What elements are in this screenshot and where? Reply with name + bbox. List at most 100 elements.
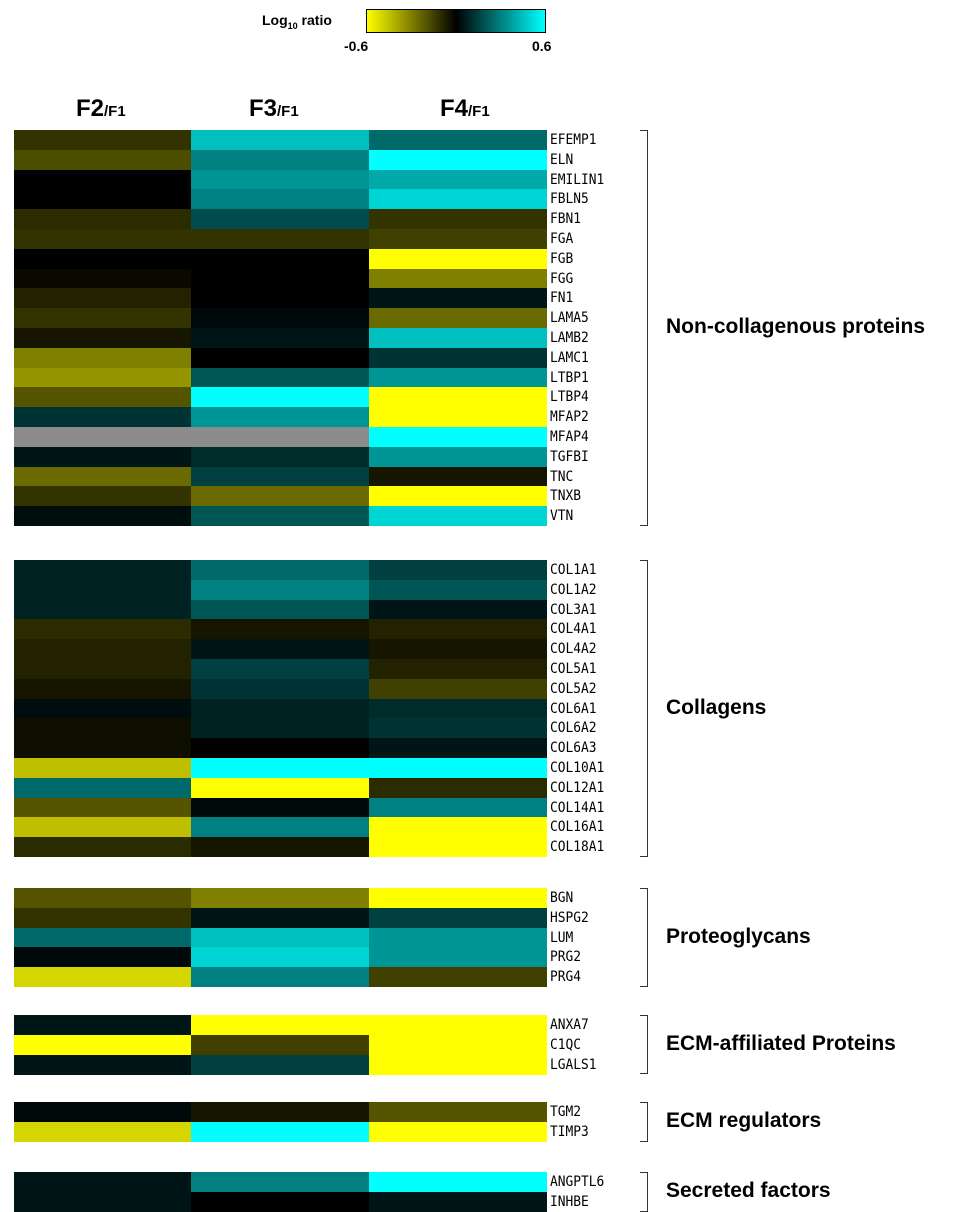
heatmap-cell [191, 1102, 369, 1123]
heatmap-cell [369, 1054, 547, 1075]
heatmap-cell [14, 248, 191, 270]
heatmap-cell [369, 1102, 547, 1123]
heatmap-cell [14, 718, 191, 739]
heatmap-cell [14, 407, 191, 428]
column-header-f2: F2/F1 [76, 95, 126, 122]
heatmap-cell [14, 466, 191, 487]
heatmap-cell [14, 446, 191, 468]
heatmap-cell [369, 427, 547, 448]
gene-label: FGA [550, 231, 574, 247]
heatmap-cell [369, 947, 547, 968]
group-bracket [640, 888, 648, 987]
gene-label: COL3A1 [550, 601, 597, 618]
heatmap-cell [14, 209, 191, 230]
gene-label: HSPG2 [550, 909, 589, 926]
heatmap-cell [14, 1172, 191, 1193]
gene-label: COL1A2 [550, 581, 597, 598]
heatmap-cell [191, 718, 369, 739]
gene-label: COL5A1 [550, 661, 597, 677]
heatmap-cell [369, 777, 547, 799]
heatmap-cell [14, 1102, 191, 1123]
heatmap-cell [191, 328, 369, 349]
gene-label: COL6A3 [550, 740, 597, 757]
heatmap-cell [191, 367, 369, 388]
heatmap-cell [14, 387, 191, 408]
heatmap-cell [14, 579, 191, 601]
gene-label: FBLN5 [550, 191, 589, 208]
heatmap-cell [14, 619, 191, 640]
gene-label: INHBE [550, 1193, 589, 1210]
heatmap-cell [14, 506, 191, 527]
heatmap-cell [369, 837, 547, 858]
heatmap-cell [14, 1121, 191, 1143]
heatmap-cell [14, 1015, 191, 1036]
gene-label: FGG [550, 270, 574, 287]
heatmap-cell [191, 639, 369, 660]
heatmap-cell [369, 718, 547, 739]
gene-label: EFEMP1 [550, 132, 597, 148]
heatmap-cell [191, 907, 369, 929]
heatmap-cell [14, 817, 191, 838]
heatmap-cell [14, 288, 191, 309]
gene-label: COL16A1 [550, 819, 605, 836]
gene-label: ANXA7 [550, 1017, 589, 1033]
heatmap-cell [191, 797, 369, 818]
heatmap-cell [14, 328, 191, 349]
heatmap-cell [191, 1034, 369, 1056]
heatmap-cell [369, 817, 547, 838]
heatmap-cell [14, 560, 191, 581]
legend-min-label: -0.6 [344, 38, 369, 54]
group-label: Proteoglycans [666, 924, 811, 948]
heatmap-cell [191, 817, 369, 838]
group-label: ECM-affiliated Proteins [666, 1031, 896, 1055]
heatmap-cell [191, 486, 369, 507]
gene-label: COL6A2 [550, 720, 597, 737]
heatmap-cell [369, 268, 547, 289]
heatmap-cell [191, 599, 369, 620]
gene-label: BGN [550, 890, 574, 906]
heatmap-cell [14, 189, 191, 210]
gene-label: LGALS1 [550, 1056, 597, 1073]
gene-label: TNXB [550, 488, 582, 505]
heatmap-cell [191, 308, 369, 329]
legend-color-bar [366, 9, 546, 33]
heatmap-cell [369, 758, 547, 779]
heatmap-cell [191, 678, 369, 700]
heatmap-cell [369, 560, 547, 581]
heatmap-cell [369, 599, 547, 620]
heatmap-cell [191, 738, 369, 759]
heatmap-cell [369, 619, 547, 640]
heatmap-cell [369, 1034, 547, 1056]
heatmap-cell [191, 947, 369, 968]
heatmap-cell [369, 367, 547, 388]
gene-label: LAMC1 [550, 349, 589, 366]
gene-label: ELN [550, 151, 574, 168]
gene-label: TGFBI [550, 448, 589, 465]
heatmap-cell [191, 387, 369, 408]
heatmap-cell [191, 1121, 369, 1143]
heatmap-cell [191, 446, 369, 468]
heatmap-cell [369, 288, 547, 309]
heatmap-cell [191, 189, 369, 210]
gene-label: LTBP1 [550, 369, 589, 386]
gene-label: COL6A1 [550, 700, 597, 717]
heatmap-cell [191, 967, 369, 988]
heatmap-cell [369, 1121, 547, 1143]
heatmap-cell [191, 927, 369, 948]
group-label: ECM regulators [666, 1108, 822, 1132]
group-bracket [640, 130, 648, 526]
heatmap-cell [14, 888, 191, 909]
heatmap-cell [369, 506, 547, 527]
legend-max-label: 0.6 [532, 38, 552, 54]
heatmap-cell [191, 888, 369, 909]
column-header-f4: F4/F1 [440, 95, 490, 122]
heatmap-cell [369, 967, 547, 988]
heatmap-cell [14, 967, 191, 988]
gene-label: COL4A2 [550, 641, 597, 658]
group-label: Collagens [666, 695, 767, 719]
heatmap-cell [369, 698, 547, 719]
heatmap-cell [191, 698, 369, 719]
heatmap-cell [191, 579, 369, 601]
legend-title: Log10 ratio [262, 12, 332, 31]
gene-label: C1QC [550, 1036, 582, 1053]
